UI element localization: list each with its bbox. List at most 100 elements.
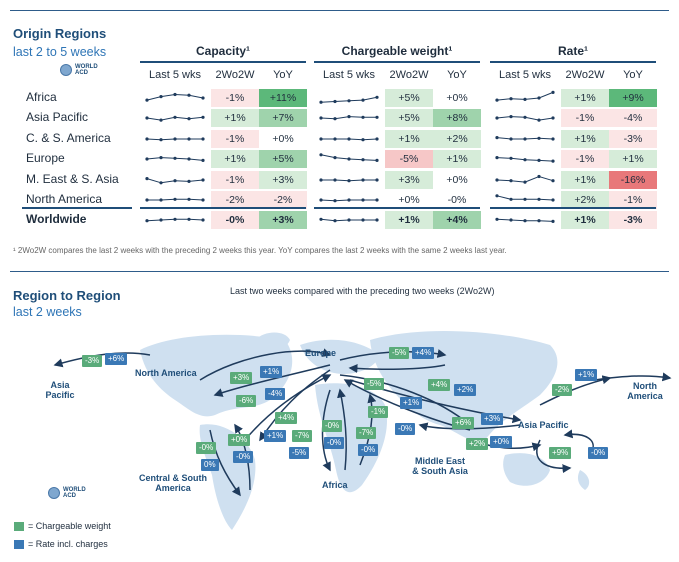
badge-rate: +6% — [105, 353, 128, 365]
region-label: C. & S. America — [26, 131, 111, 145]
badge-rate: -0% — [588, 447, 609, 459]
sparkline — [145, 137, 205, 142]
badge-weight: -5% — [364, 378, 385, 390]
sparkline — [495, 156, 555, 163]
badge-rate: +1% — [264, 430, 287, 442]
value-yoy: +3% — [259, 211, 307, 229]
sparkline-point — [537, 174, 541, 179]
sparkline-point — [537, 219, 541, 223]
sparkline-point — [333, 219, 337, 223]
column-header: 2Wo2W — [389, 69, 429, 81]
map-label-north-america-right: North America — [627, 381, 663, 401]
sparkline-point — [495, 194, 499, 198]
value-2wo2w: -0% — [211, 211, 259, 229]
sparkline-point — [523, 219, 527, 223]
value-2wo2w: -1% — [211, 130, 259, 148]
sparkline-point — [159, 95, 163, 99]
value-2wo2w: -1% — [561, 150, 609, 168]
badge-weight: -2% — [552, 384, 573, 396]
value-yoy: +2% — [433, 130, 481, 148]
badge-weight: -7% — [356, 427, 377, 439]
region-label: M. East & S. Asia — [26, 172, 119, 186]
sparkline-point — [551, 219, 555, 223]
value-yoy: +1% — [609, 150, 657, 168]
badge-rate: 0% — [201, 459, 219, 471]
sparkline-point — [319, 100, 323, 104]
value-yoy: -0% — [447, 194, 467, 206]
value-yoy: -1% — [609, 191, 657, 209]
sparkline-point — [509, 115, 513, 119]
sparkline-point — [375, 198, 379, 202]
group-rate-title: Rate¹ — [557, 44, 588, 58]
value-2wo2w: +0% — [398, 194, 420, 206]
badge-weight: +3% — [230, 372, 253, 384]
sparkline-point — [333, 117, 337, 121]
sparkline-point — [375, 178, 379, 182]
sparkline — [495, 174, 555, 184]
value-yoy: -3% — [609, 130, 657, 148]
sparkline-point — [523, 180, 527, 184]
sparkline-point — [333, 178, 337, 182]
value-2wo2w: +1% — [561, 130, 609, 148]
legend-chargeable-label: = Chargeable weight — [28, 521, 111, 531]
sparkline-point — [551, 179, 555, 183]
sparkline-point — [375, 158, 379, 162]
region-label: Africa — [26, 90, 57, 104]
badge-weight: +6% — [452, 417, 475, 429]
sparkline-point — [347, 198, 351, 202]
value-yoy: -3% — [609, 211, 657, 229]
sparkline-point — [201, 198, 205, 202]
badge-weight: +9% — [549, 447, 572, 459]
value-yoy: +1% — [433, 150, 481, 168]
column-header: Last 5 wks — [499, 69, 551, 81]
globe-icon — [60, 64, 72, 76]
sparkline-point — [551, 198, 555, 202]
badge-weight: -0% — [196, 442, 217, 454]
section2-title: Region to Region — [13, 288, 121, 303]
sparkline-point — [495, 116, 499, 120]
sparkline-point — [319, 178, 323, 182]
sparkline — [145, 217, 205, 223]
sparkline — [145, 92, 205, 102]
sparkline-point — [145, 116, 149, 120]
sparkline-point — [319, 137, 323, 141]
badge-rate: -5% — [289, 447, 310, 459]
sparkline — [495, 136, 555, 141]
sparkline-point — [537, 96, 541, 100]
sparkline-point — [361, 98, 365, 102]
value-yoy: +11% — [259, 89, 307, 107]
badge-weight: +4% — [275, 412, 298, 424]
badge-weight: -5% — [389, 347, 410, 359]
sparkline — [145, 197, 205, 202]
sparkline-point — [509, 197, 513, 201]
sparkline — [145, 156, 205, 162]
sparkline-point — [201, 218, 205, 222]
value-yoy: +0% — [446, 92, 468, 104]
world-acd-logo: WORLD ACD — [60, 64, 98, 76]
sparkline — [495, 115, 555, 122]
sparkline-point — [173, 156, 177, 160]
sparkline-point — [159, 156, 163, 160]
sparkline-point — [187, 117, 191, 121]
sparkline-point — [509, 97, 513, 101]
worldwide-separator — [314, 207, 480, 209]
column-header: Last 5 wks — [149, 69, 201, 81]
page-title: Origin Regions — [13, 26, 107, 41]
value-2wo2w: +1% — [211, 150, 259, 168]
region-label: North America — [26, 192, 103, 206]
sparkline-point — [375, 95, 379, 99]
badge-weight: -6% — [236, 395, 257, 407]
sparkline-point — [551, 90, 555, 94]
sparkline-point — [509, 156, 513, 160]
value-2wo2w: +5% — [385, 109, 433, 127]
sparkline — [319, 198, 379, 203]
value-yoy: +9% — [609, 89, 657, 107]
column-header: YoY — [273, 69, 293, 81]
badge-rate: -0% — [358, 444, 379, 456]
sparkline-point — [173, 115, 177, 119]
column-header: YoY — [623, 69, 643, 81]
region-label: Asia Pacific — [26, 110, 89, 124]
sparkline-point — [495, 156, 499, 160]
map-label-africa: Africa — [322, 480, 348, 490]
value-2wo2w: +1% — [561, 89, 609, 107]
